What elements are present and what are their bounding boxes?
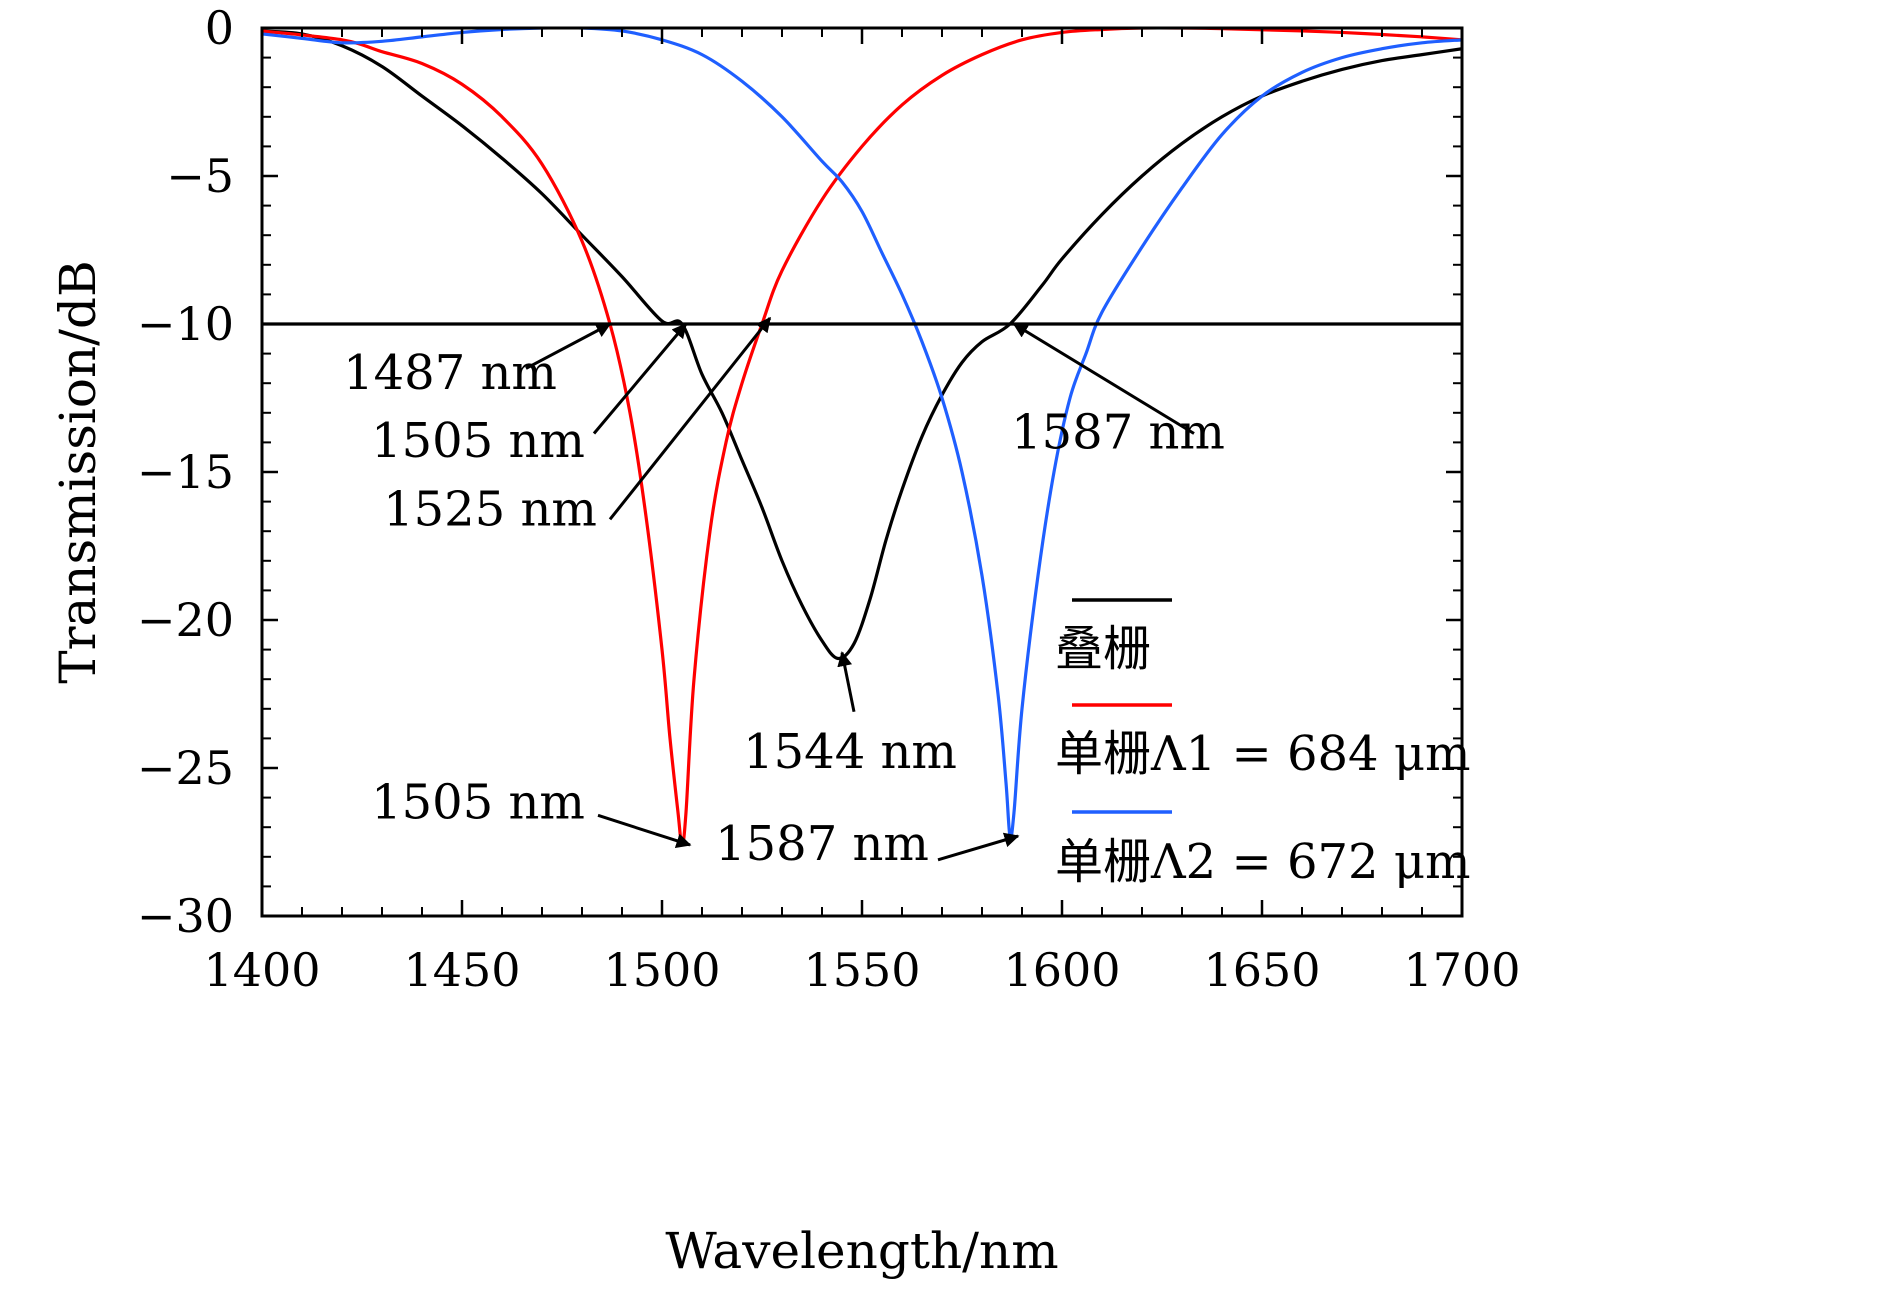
y-tick-label: −30 (137, 889, 234, 943)
x-axis-title: Wavelength/nm (665, 1222, 1058, 1280)
annotation-layer: 1487 nm 1505 nm 1525 nm 1587 nm 1544 nm 1505 … (343, 316, 1225, 872)
x-tick-label: 1550 (803, 943, 920, 997)
annotation-label: 1487 nm (343, 345, 557, 401)
axes-layer: 1400 1450 1500 1550 1600 1650 1700 0 −5 −10 −15 −20… (137, 1, 1521, 997)
series-line-single-grating-2 (262, 28, 1462, 840)
legend-label: 单栅Λ2 = 672 μm (1055, 834, 1471, 890)
legend-label: 单栅Λ1 = 684 μm (1055, 726, 1471, 782)
annotation-arrow (525, 322, 612, 370)
y-tick-label: −15 (137, 445, 234, 499)
y-tick-label: −5 (166, 149, 234, 203)
annotation-arrow (608, 316, 772, 521)
x-tick-label: 1600 (1003, 943, 1120, 997)
annotation-arrow (1012, 322, 1195, 435)
y-tick-label: −20 (137, 593, 234, 647)
x-tick-label: 1400 (203, 943, 320, 997)
annotation-arrow (597, 813, 692, 848)
y-tick-label: −25 (137, 741, 234, 795)
annotation-arrow (592, 322, 688, 435)
x-tick-label: 1650 (1203, 943, 1320, 997)
annotation-label: 1544 nm (743, 724, 957, 780)
annotation-arrow (937, 832, 1020, 862)
x-tick-label: 1700 (1403, 943, 1520, 997)
annotation-arrow (837, 651, 856, 713)
x-tick-label: 1450 (403, 943, 520, 997)
legend-label: 叠栅 (1055, 621, 1151, 677)
annotation-label: 1587 nm (715, 816, 929, 872)
annotation-label: 1587 nm (1011, 404, 1225, 460)
annotation-label: 1505 nm (371, 774, 585, 830)
x-tick-label: 1500 (603, 943, 720, 997)
annotation-label: 1525 nm (383, 481, 597, 537)
series-line-overlay-grating (262, 29, 1462, 661)
y-tick-label: 0 (205, 1, 234, 55)
y-tick-label: −10 (137, 297, 234, 351)
annotation-label: 1505 nm (371, 413, 585, 469)
y-axis-title: Transmission/dB (49, 260, 107, 684)
